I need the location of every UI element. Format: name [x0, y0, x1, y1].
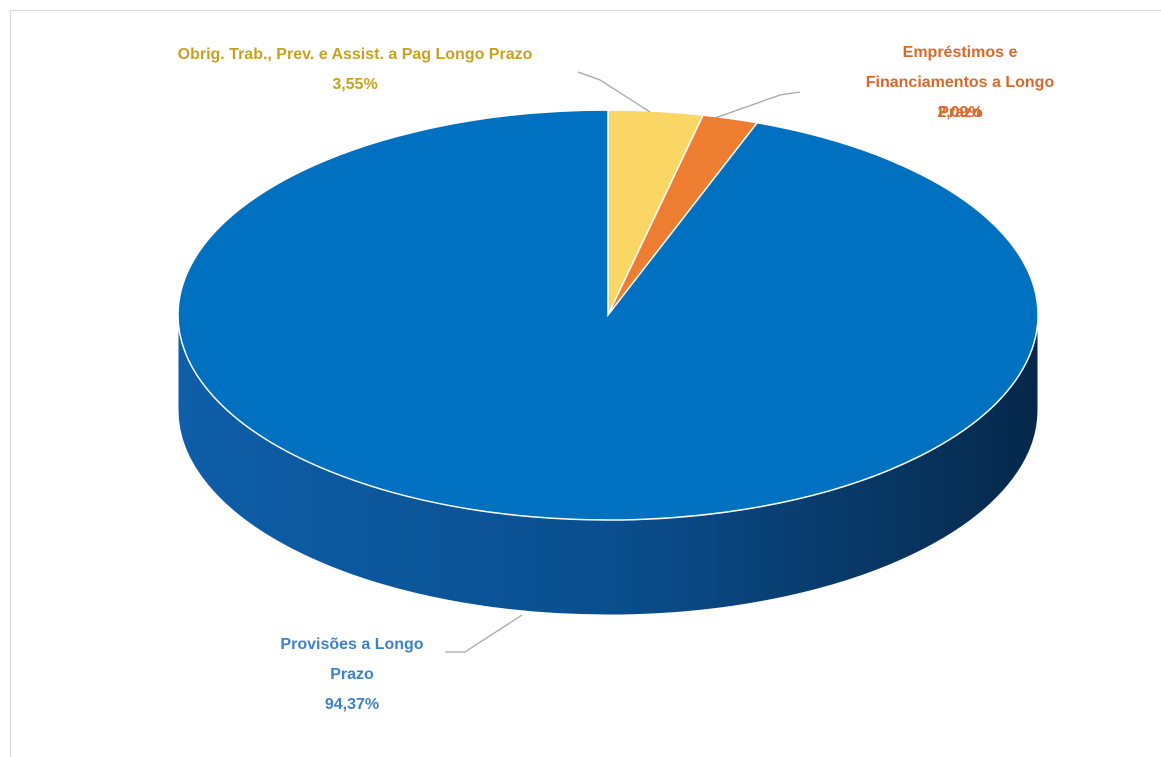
- leader-line: [714, 91, 801, 119]
- data-label-name: Provisões a Longo Prazo: [280, 636, 424, 683]
- leader-line: [577, 71, 651, 113]
- data-label-name: Empréstimos e Financiamentos a Longo Pra…: [865, 44, 1055, 121]
- data-label-value: 94,37%: [324, 696, 380, 713]
- pie-slice: [177, 109, 1039, 521]
- data-label-value: 3,55%: [332, 76, 378, 93]
- chart-frame: [10, 10, 1161, 757]
- data-label-name: Obrig. Trab., Prev. e Assist. a Pag Long…: [177, 46, 533, 63]
- data-label-value: 2,09%: [937, 104, 983, 121]
- leader-line: [445, 614, 523, 653]
